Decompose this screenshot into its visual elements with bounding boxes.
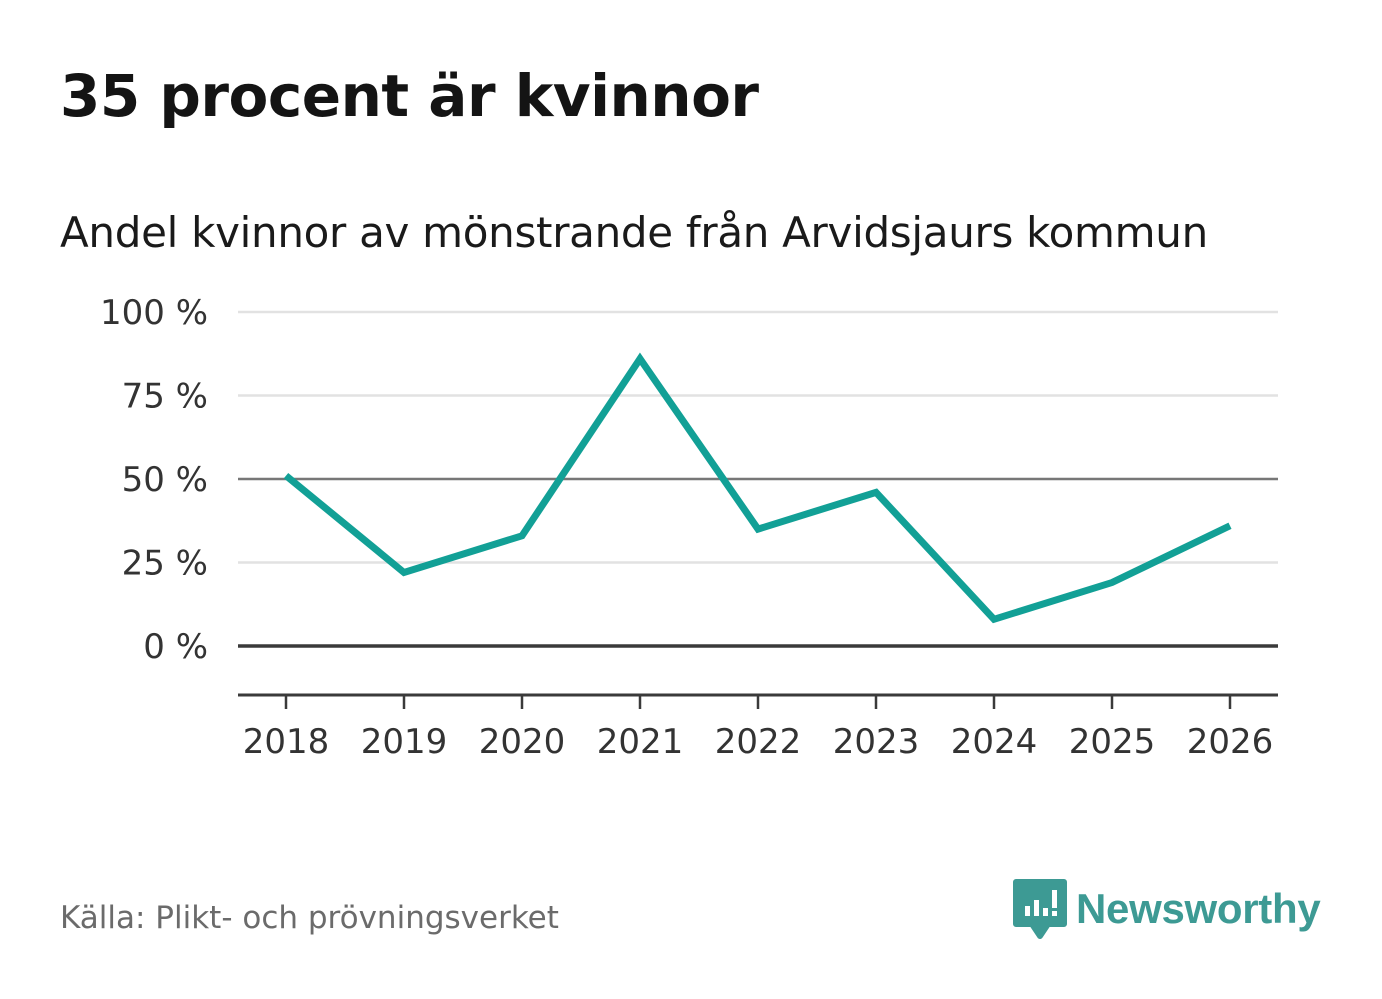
x-tick-label: 2021 [597, 722, 684, 762]
chart-title: 35 procent är kvinnor [60, 62, 759, 130]
series-line [283, 352, 1232, 624]
chart-subtitle: Andel kvinnor av mönstrande från Arvidsj… [60, 208, 1208, 257]
x-tick-label: 2018 [243, 722, 330, 762]
newsworthy-logo[interactable]: Newsworthy [1012, 878, 1321, 940]
x-tick-label: 2023 [833, 722, 920, 762]
y-tick-label: 100 % [100, 293, 208, 333]
bar-chart-speech-bubble-icon [1013, 879, 1067, 939]
x-tick-label: 2022 [715, 722, 802, 762]
x-tick-label: 2025 [1069, 722, 1156, 762]
x-tick-label: 2019 [361, 722, 448, 762]
x-tick-label: 2024 [951, 722, 1038, 762]
y-tick-label: 25 % [122, 544, 208, 584]
y-tick-label: 50 % [122, 460, 208, 500]
x-tick-label: 2026 [1187, 722, 1274, 762]
y-tick-label: 0 % [143, 627, 208, 667]
y-tick-label: 75 % [122, 377, 208, 417]
x-tick-label: 2020 [479, 722, 566, 762]
source-note: Källa: Plikt- och prövningsverket [60, 900, 559, 936]
brand-name: Newsworthy [1076, 885, 1321, 932]
